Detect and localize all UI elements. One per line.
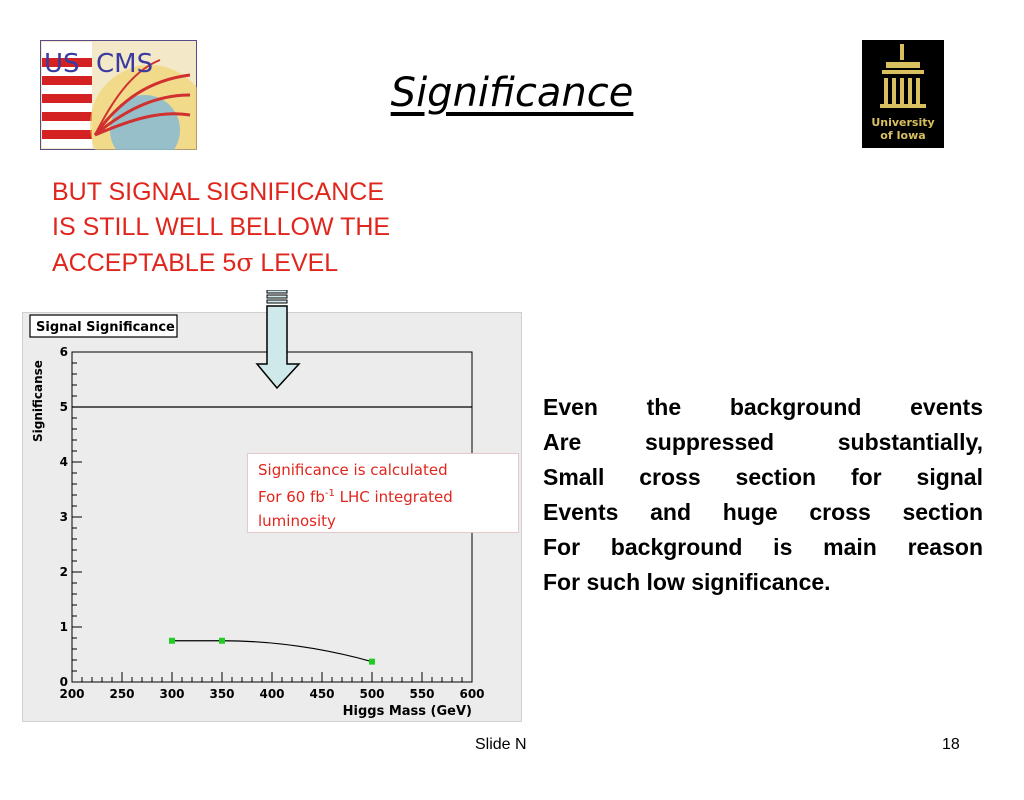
annotation-line-3: luminosity — [258, 512, 336, 530]
axis-ticks: 200 250 300 350 400 450 500 550 600 0 1 2 3 4 5 6 — [59, 345, 484, 701]
logo-us-text: US — [44, 49, 80, 79]
y-tick-label: 3 — [60, 510, 68, 524]
data-points — [169, 637, 375, 665]
explanation-text: Even the background events Are suppresse… — [543, 390, 983, 600]
y-tick-label: 0 — [60, 675, 68, 689]
explanation-line-3: Small cross section for signal — [543, 464, 983, 490]
annotation-superscript: -1 — [324, 488, 335, 499]
down-arrow-icon — [255, 290, 301, 390]
slide-label: Slide N — [475, 736, 527, 753]
luminosity-annotation: Significance is calculated For 60 fb-1 L… — [247, 453, 519, 533]
annotation-line-2-a: For 60 fb — [258, 488, 325, 506]
x-tick-label: 350 — [209, 687, 234, 701]
x-axis-label: Higgs Mass (GeV) — [343, 704, 472, 719]
x-tick-label: 400 — [259, 687, 284, 701]
logo-university-text: University — [871, 116, 934, 129]
y-tick-label: 2 — [60, 565, 68, 579]
significance-curve — [172, 640, 373, 663]
warning-line-1: BUT SIGNAL SIGNIFICANCE — [52, 178, 385, 206]
explanation-line-4: Events and huge cross section — [543, 499, 983, 525]
warning-line-3-suffix: LEVEL — [253, 249, 339, 277]
logo-of-iowa-text: of Iowa — [880, 129, 925, 142]
annotation-line-2-b: LHC integrated — [334, 488, 453, 506]
significance-warning-note: BUT SIGNAL SIGNIFICANCE IS STILL WELL BE… — [52, 175, 472, 281]
explanation-line-1: Even the background events — [543, 394, 983, 420]
y-tick-label: 4 — [60, 455, 68, 469]
university-of-iowa-logo: University of Iowa — [862, 40, 944, 148]
chart-title: Signal Significance — [36, 320, 175, 335]
explanation-line-5: For background is main reason — [543, 534, 983, 560]
explanation-line-2: Are suppressed substantially, — [543, 429, 983, 455]
y-axis-label: Significanse — [31, 360, 45, 442]
y-tick-label: 5 — [60, 400, 68, 414]
x-tick-label: 550 — [409, 687, 434, 701]
x-tick-label: 200 — [59, 687, 84, 701]
chart-title-box — [29, 314, 178, 338]
x-tick-label: 250 — [109, 687, 134, 701]
significance-chart: Signal Significance 200 250 300 350 400 450 50… — [29, 314, 485, 719]
data-point — [369, 658, 375, 665]
x-tick-label: 500 — [359, 687, 384, 701]
slide-title: Significance — [390, 70, 634, 116]
data-point — [219, 637, 225, 644]
sigma-symbol: σ — [236, 248, 254, 277]
warning-line-3-prefix: ACCEPTABLE 5 — [52, 249, 237, 277]
annotation-line-2: For 60 fb-1 LHC integrated — [258, 482, 508, 509]
x-tick-label: 450 — [309, 687, 334, 701]
annotation-line-1: Significance is calculated — [258, 461, 448, 479]
us-cms-logo: US CMS — [39, 39, 210, 185]
data-point — [169, 637, 175, 644]
x-tick-label: 300 — [159, 687, 184, 701]
warning-line-2: IS STILL WELL BELLOW THE — [52, 213, 391, 241]
slide-number: 18 — [942, 736, 960, 753]
y-tick-label: 6 — [60, 345, 68, 359]
warning-line-3: ACCEPTABLE 5σ LEVEL — [52, 245, 472, 281]
logo-cms-text: CMS — [96, 49, 153, 79]
explanation-line-6: For such low significance. — [543, 569, 831, 595]
y-tick-label: 1 — [60, 620, 68, 634]
x-tick-label: 600 — [459, 687, 484, 701]
